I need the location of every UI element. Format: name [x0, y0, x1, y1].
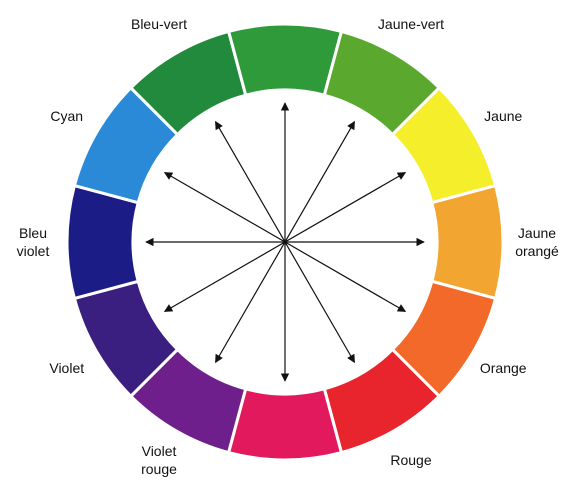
segment-label: Orange	[480, 360, 527, 376]
color-ring	[65, 22, 505, 462]
segment-label: Jaune orangé	[515, 225, 559, 259]
segment-bleu-violet	[65, 183, 141, 301]
segment-label: Violet	[49, 360, 84, 376]
segment-vert	[226, 22, 344, 98]
segment-label: Rouge	[390, 452, 431, 468]
segment-magenta	[226, 386, 344, 462]
segment-label: Bleu violet	[17, 225, 50, 259]
segment-label: Jaune-vert	[378, 16, 444, 32]
complementary-arrows	[145, 102, 425, 382]
segment-label: Cyan	[50, 108, 83, 124]
segment-label: Magenta	[258, 486, 313, 488]
segment-label: Jaune	[484, 108, 522, 124]
segment-labels: VertJaune-vertJauneJauneorangéOrangeRoug…	[17, 16, 559, 488]
segment-bleu-vert	[128, 29, 248, 137]
segment-label: Violet rouge	[141, 443, 177, 477]
segment-jaune-orange	[429, 183, 505, 301]
segment-label: Bleu-vert	[131, 16, 187, 32]
complementary-arrow	[214, 120, 356, 364]
